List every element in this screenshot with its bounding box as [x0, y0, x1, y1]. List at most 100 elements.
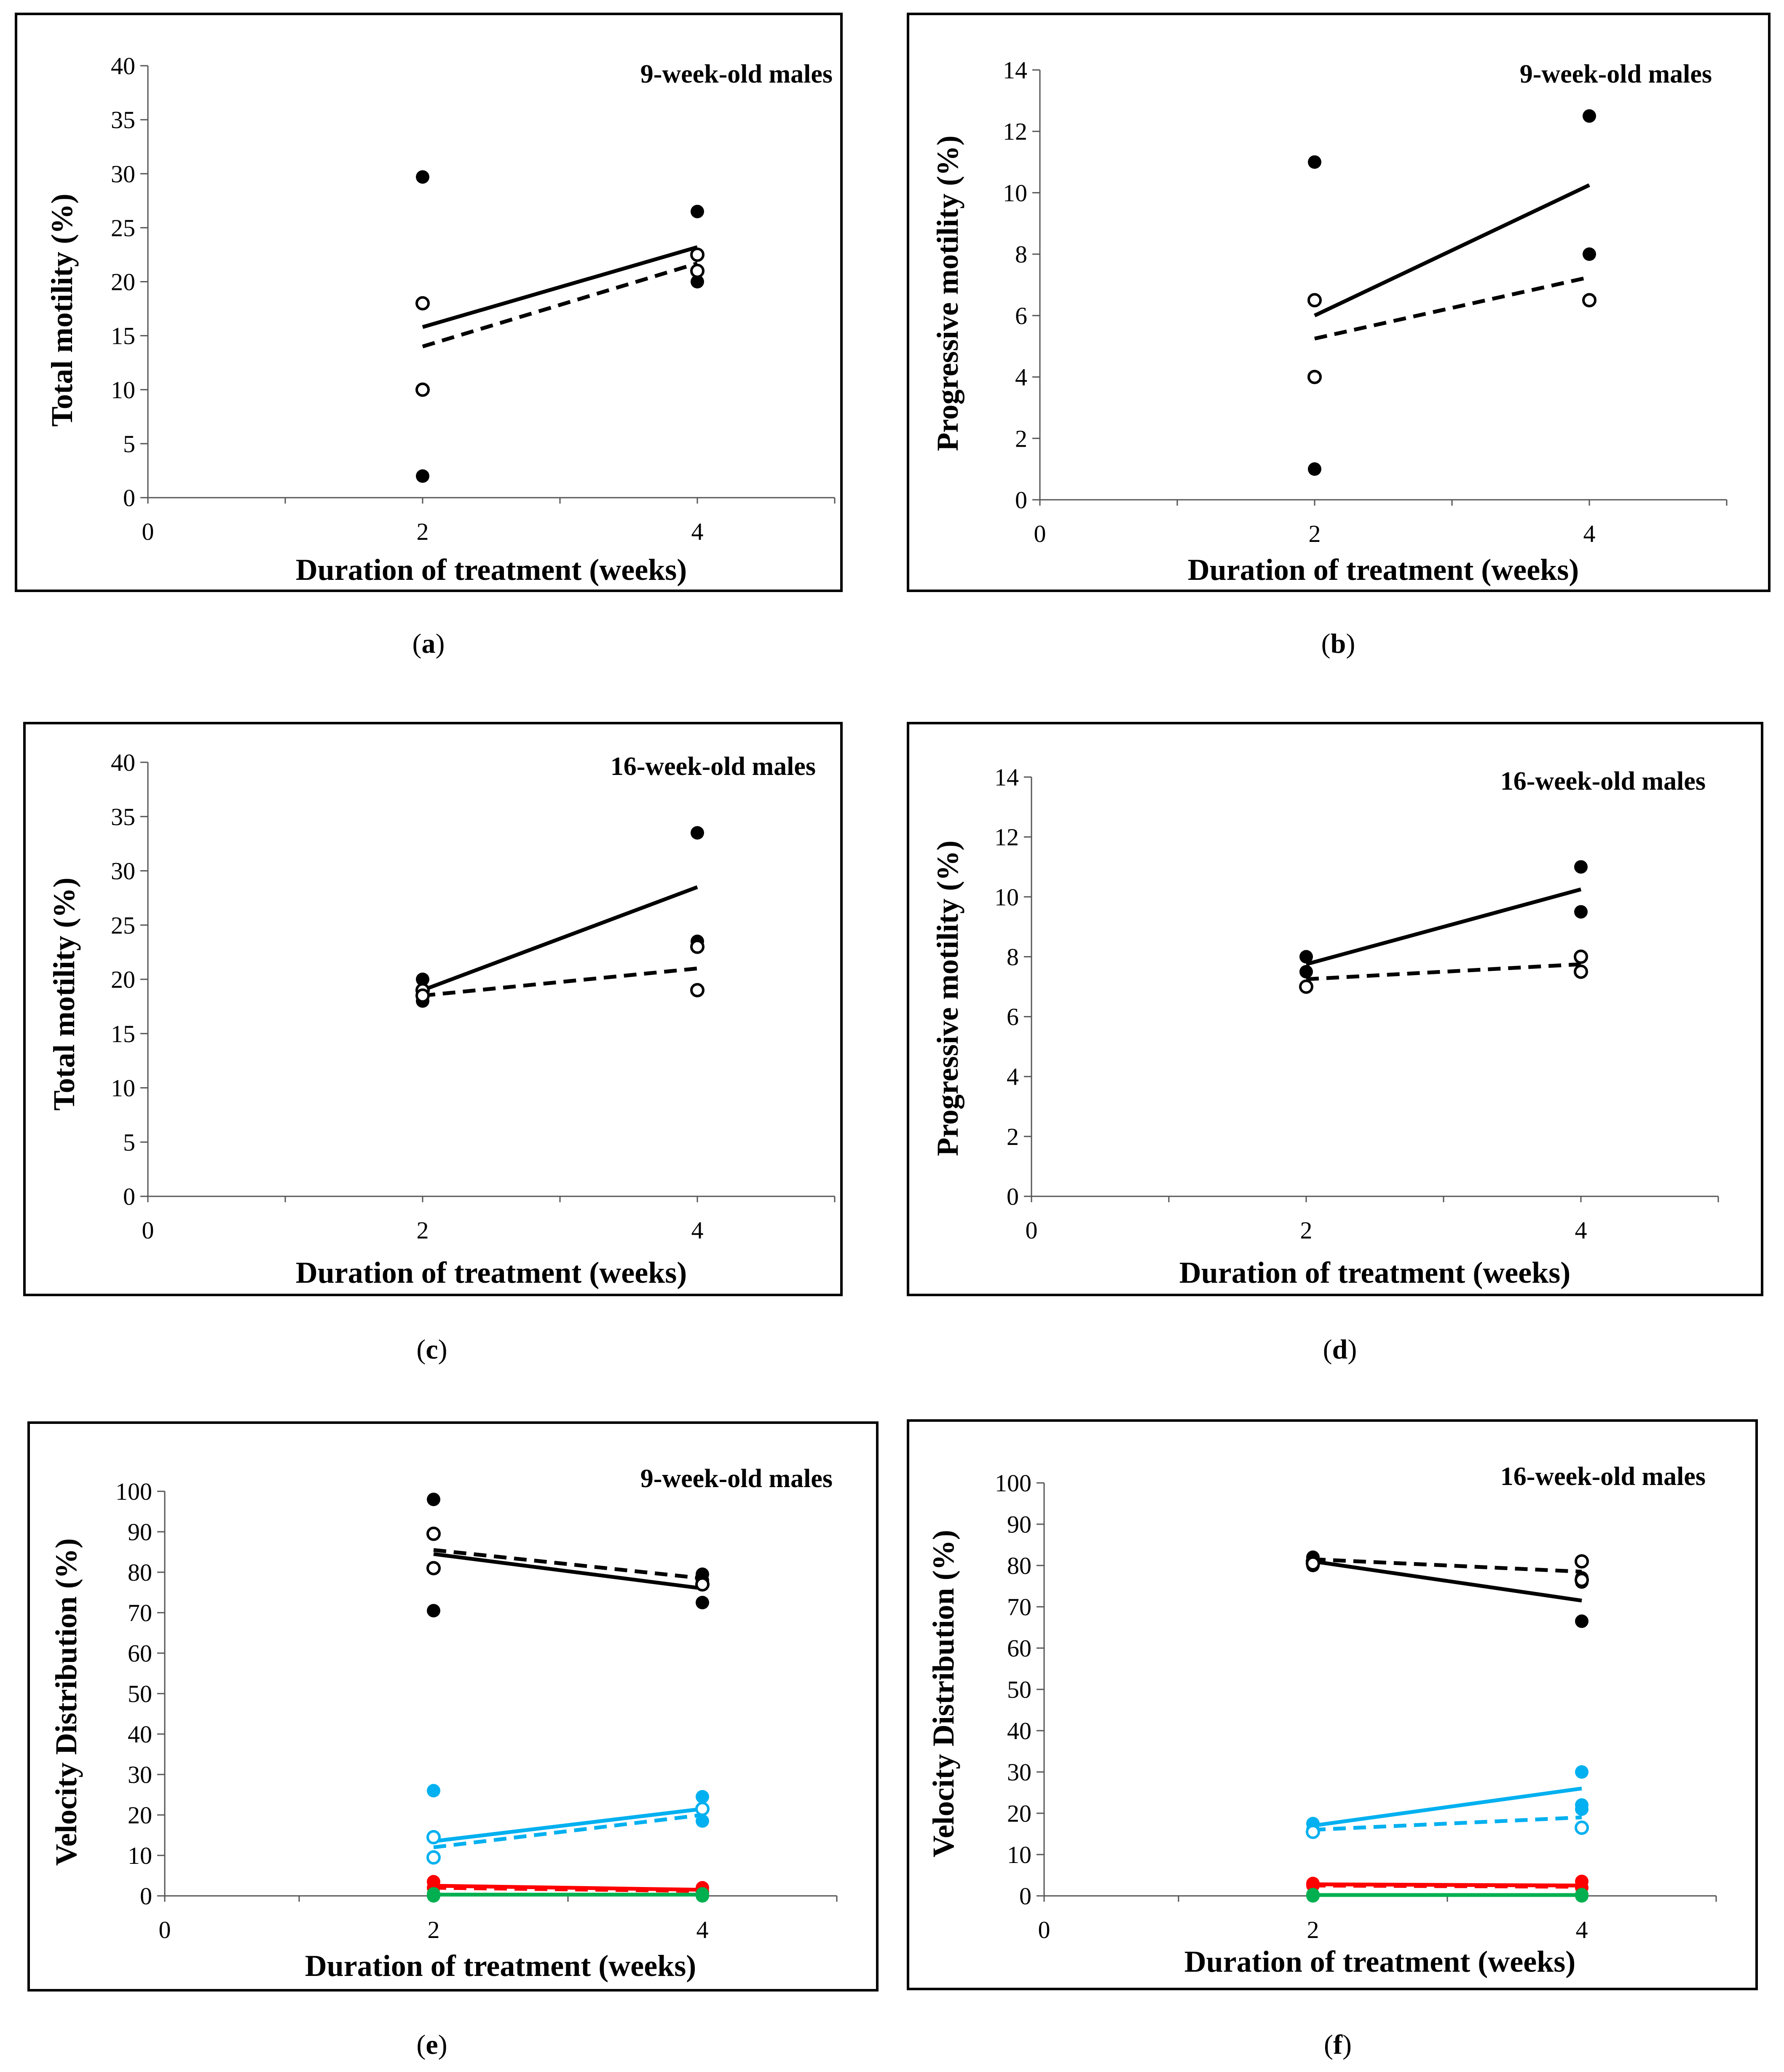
x-tick-label: 2	[1300, 1217, 1313, 1244]
caption-a: (a)	[412, 628, 445, 659]
data-point-open	[1582, 293, 1596, 308]
x-tick-label: 0	[1034, 520, 1046, 547]
x-tick-label: 4	[691, 1217, 704, 1244]
y-tick-label: 10	[111, 1075, 135, 1102]
chart-panel-a: 0 5 10 15 20 25 30 35 40 0 2 4 Duration of treatment…	[15, 13, 843, 592]
y-tick-label: 20	[111, 268, 135, 296]
y-tick-label: 2	[1007, 1123, 1019, 1150]
y-axis-label: Progressive motility (%)	[931, 840, 964, 1156]
x-axis-label: Duration of treatment (weeks)	[305, 1949, 696, 1983]
x-tick-label: 2	[417, 518, 429, 545]
trend-line-blue-solid	[1313, 1786, 1582, 1828]
data-point-open	[690, 263, 704, 278]
chart-panel-c: 0 5 10 15 20 25 30 35 40 0 2 4 Duration of treatment…	[23, 722, 843, 1296]
data-point-open	[690, 247, 704, 262]
data-point-blue-open	[426, 1830, 441, 1844]
trend-line-black-dashed	[1313, 1557, 1582, 1574]
y-tick-label: 14	[1003, 56, 1027, 84]
y-tick-label: 4	[1015, 364, 1027, 391]
y-tick-label: 0	[1019, 1882, 1031, 1910]
trend-line-open-mean	[1306, 962, 1581, 981]
y-axis-label: Velocity Distribution (%)	[49, 1538, 83, 1866]
y-tick-label: 8	[1007, 943, 1019, 970]
y-tick-label: 25	[111, 911, 135, 939]
y-tick-label: 70	[128, 1599, 152, 1627]
data-point-open	[1307, 293, 1322, 308]
y-axis-label: Total motility (%)	[45, 193, 79, 426]
y-tick-label: 100	[115, 1478, 152, 1505]
trend-line-black-dashed	[433, 1548, 703, 1580]
y-tick-label: 4	[1007, 1063, 1019, 1091]
y-tick-label: 6	[1015, 302, 1027, 330]
x-tick-label: 0	[159, 1916, 171, 1943]
trend-line-blue-dashed	[1313, 1815, 1582, 1832]
x-tick-label: 4	[1575, 1217, 1587, 1244]
y-tick-label: 0	[1007, 1183, 1019, 1210]
y-tick-label: 20	[1007, 1800, 1031, 1827]
y-tick-label: 10	[1003, 179, 1027, 206]
trend-line-blue-solid	[433, 1807, 703, 1843]
chart-panel-b: 0 2 4 6 8 10 12 14 0 2 4 Duration of treatment (wee…	[907, 13, 1771, 592]
data-point-black-filled	[1575, 1614, 1588, 1628]
caption-f: (f)	[1324, 2029, 1352, 2060]
trend-line-blue-dashed	[433, 1813, 703, 1850]
data-point-filled	[1299, 965, 1313, 978]
x-tick-label: 2	[417, 1217, 429, 1244]
y-axis-label: Progressive motility (%)	[931, 135, 964, 451]
data-point-blue-open	[426, 1850, 441, 1865]
data-point-green-filled	[696, 1889, 709, 1903]
trend-line-open-mean	[422, 261, 698, 348]
data-point-filled	[1583, 247, 1596, 261]
chart-panel-e: 0 10 20 30 40 50 60 70 80 90 100 0 2 4 Duration of tre…	[27, 1421, 879, 1992]
trend-line-black-solid	[433, 1552, 703, 1590]
data-point-open	[1299, 979, 1313, 994]
y-tick-label: 60	[128, 1640, 152, 1667]
x-tick-label: 2	[1307, 1916, 1319, 1943]
chart-title: 16-week-old males	[1500, 767, 1706, 796]
y-tick-label: 25	[111, 214, 135, 241]
x-tick-label: 0	[142, 1217, 154, 1244]
data-point-blue-filled	[1575, 1802, 1588, 1816]
data-point-filled	[1574, 860, 1588, 874]
data-point-blue-open	[695, 1801, 710, 1816]
caption-b: (b)	[1321, 628, 1355, 659]
trend-line-filled-mean	[422, 885, 698, 992]
data-point-filled	[691, 826, 704, 840]
caption-c: (c)	[416, 1334, 447, 1365]
y-tick-label: 40	[111, 52, 135, 80]
trend-line-red-dashed	[433, 1886, 703, 1893]
trend-line-open-mean	[422, 966, 698, 998]
y-tick-label: 0	[1015, 486, 1027, 514]
y-tick-label: 40	[1007, 1717, 1031, 1745]
trend-line-filled-mean	[1305, 887, 1582, 966]
y-tick-label: 20	[128, 1801, 152, 1829]
chart-title: 16-week-old males	[1500, 1462, 1706, 1491]
y-tick-label: 10	[1007, 1841, 1031, 1868]
y-tick-label: 35	[111, 106, 135, 134]
y-tick-label: 30	[128, 1761, 152, 1788]
data-point-open	[415, 382, 430, 397]
y-tick-label: 80	[1007, 1552, 1031, 1579]
caption-d: (d)	[1323, 1334, 1357, 1365]
data-point-open	[415, 988, 430, 1003]
chart-title: 9-week-old males	[1520, 60, 1712, 88]
x-tick-label: 4	[691, 518, 704, 545]
y-tick-label: 15	[111, 322, 135, 350]
trend-line-red-dashed	[1313, 1884, 1582, 1889]
x-tick-label: 0	[1038, 1916, 1050, 1943]
y-tick-label: 10	[111, 376, 135, 404]
x-tick-label: 4	[1576, 1916, 1588, 1943]
y-tick-label: 40	[128, 1721, 152, 1748]
y-tick-label: 0	[123, 484, 135, 512]
data-point-black-filled	[696, 1596, 709, 1609]
data-point-open	[690, 939, 704, 954]
data-point-black-open	[1575, 1573, 1589, 1587]
y-tick-label: 30	[111, 858, 135, 885]
y-tick-label: 90	[128, 1518, 152, 1546]
data-point-blue-filled	[696, 1790, 709, 1804]
data-point-open	[415, 296, 430, 311]
y-tick-label: 50	[1007, 1676, 1031, 1703]
x-tick-label: 2	[428, 1916, 440, 1943]
